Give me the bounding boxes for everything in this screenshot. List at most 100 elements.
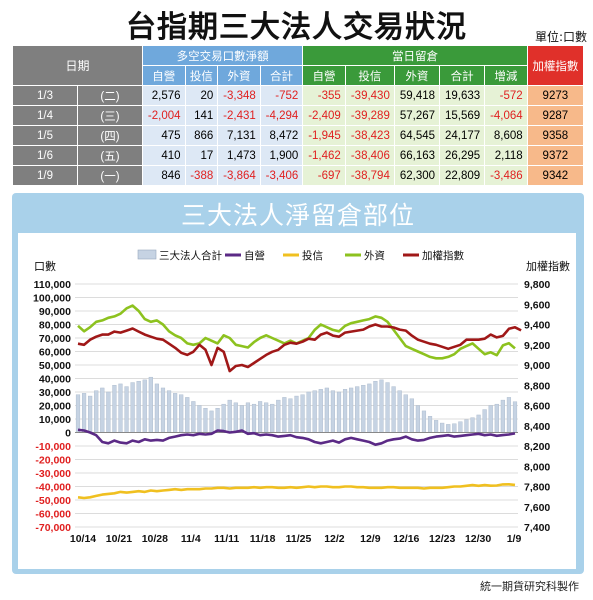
oi-cell: 22,809 (439, 165, 486, 186)
bar (391, 386, 396, 433)
bar (324, 387, 329, 433)
series-line-foreign (77, 304, 516, 360)
series-line-dealer (77, 428, 516, 446)
y2-tick-label: 7,400 (524, 522, 550, 534)
x-tick-label: 11/4 (181, 533, 201, 545)
bar (312, 390, 317, 433)
bar (500, 399, 505, 433)
futures-cell: -3,864 (217, 165, 261, 186)
row-weekday: (三) (77, 105, 143, 126)
x-tick-label: 10/14 (70, 533, 96, 545)
bar (209, 410, 214, 433)
bar (300, 394, 305, 433)
bar (288, 398, 293, 433)
y-tick-label: 70,000 (39, 333, 71, 345)
y2-tick-label: 8,800 (524, 380, 550, 392)
futures-cell: 410 (142, 145, 186, 166)
bar (482, 409, 487, 433)
bar (130, 382, 135, 433)
bar (379, 379, 384, 433)
bar (75, 394, 81, 433)
bar (81, 393, 87, 433)
bar (342, 389, 348, 433)
oi-cell: 64,545 (393, 125, 441, 146)
oi-col-header: 外資 (393, 65, 441, 86)
y2-tick-label: 9,000 (524, 360, 550, 372)
bar (233, 402, 238, 433)
oi-cell: 66,163 (393, 145, 441, 166)
futures-col-header: 投信 (184, 65, 219, 86)
row-weekday: (二) (77, 85, 143, 106)
oi-cell: 19,633 (439, 85, 486, 106)
table-subheader-row: 自營 投信 外資 合計 自營 投信 外資 合計 增減 (13, 65, 584, 86)
bar (112, 385, 117, 433)
chart-area: 110,000 100,000 90,000 80,000 70,000 60,000 50… (18, 233, 576, 569)
y2-tick-label: 9,400 (524, 320, 550, 332)
oi-cell: 8,608 (484, 125, 528, 146)
bar (427, 416, 433, 433)
bar (355, 386, 360, 433)
x-tick-label: 11/18 (250, 533, 276, 545)
index-cell: 9342 (526, 165, 585, 186)
bar (100, 387, 105, 433)
y-tick-label: -20,000 (35, 455, 71, 467)
y2-tick-label: 8,400 (524, 421, 550, 433)
oi-col-header: 合計 (439, 65, 486, 86)
bar (361, 385, 366, 433)
oi-cell: -4,064 (484, 105, 528, 126)
oi-cell: 15,569 (439, 105, 486, 126)
oi-col-header: 增減 (484, 65, 528, 86)
bar (94, 390, 99, 433)
y2-tick-label: 7,800 (524, 482, 550, 494)
oi-cell: 57,267 (393, 105, 441, 126)
oi-cell: -697 (302, 165, 346, 186)
oi-cell: -39,289 (344, 105, 395, 126)
unit-label: 單位:口數 (534, 30, 587, 44)
y2-tick-label: 7,600 (524, 502, 550, 514)
x-tick-label: 12/30 (465, 533, 491, 545)
table-row: 1/6 (五) 410 17 1,473 1,900 -1,462 -38,406 66,163… (12, 145, 585, 166)
x-tick-label: 10/21 (106, 533, 132, 545)
bar (239, 405, 244, 433)
table-body: 1/3 (二) 2,576 20 -3,348 -752 -355 -39,430 59,418… (12, 85, 585, 186)
bar (415, 405, 420, 433)
bar (294, 395, 299, 433)
bar (318, 389, 323, 433)
y-tick-label: 110,000 (34, 279, 72, 291)
oi-cell: 24,177 (439, 125, 486, 146)
legend-label: 三大法人合計 (159, 249, 222, 262)
legend-label: 自營 (244, 249, 265, 262)
futures-cell: 17 (184, 145, 219, 166)
bar (88, 395, 93, 433)
table-header-row: 日期 多空交易口數淨額 當日留倉 加權指數 (12, 45, 585, 86)
summary-table: 日期 多空交易口數淨額 當日留倉 加權指數 自營 投信 外資 合計 自營 投信 … (12, 45, 585, 186)
chart-title: 三大法人淨留倉部位 (180, 201, 415, 230)
bar (506, 397, 512, 433)
bar (440, 422, 445, 433)
oi-cell: -1,945 (302, 125, 346, 146)
y-tick-label: 20,000 (39, 401, 71, 413)
futures-col-header: 合計 (259, 65, 304, 86)
legend-label: 加權指數 (422, 249, 464, 262)
futures-cell: -4,294 (259, 105, 304, 126)
bar (154, 383, 159, 433)
y-tick-label: 90,000 (39, 306, 71, 318)
row-weekday: (一) (77, 165, 143, 186)
footer-credit: 統一期貨研究科製作 (480, 580, 579, 593)
oi-cell: -1,462 (302, 145, 346, 166)
y-tick-label: -50,000 (35, 495, 71, 507)
oi-cell: -3,486 (484, 165, 528, 186)
bar (258, 401, 263, 433)
oi-cell: -38,423 (344, 125, 395, 146)
index-cell: 9273 (526, 85, 585, 106)
bar (124, 386, 129, 433)
series-line-index (77, 323, 522, 373)
bar (349, 387, 354, 433)
row-weekday: (四) (77, 125, 143, 146)
oi-header: 當日留倉 (302, 45, 528, 66)
bar (403, 394, 408, 433)
oi-cell: 62,300 (393, 165, 441, 186)
oi-cell: -38,406 (344, 145, 395, 166)
futures-cell: -388 (184, 165, 219, 186)
futures-header: 多空交易口數淨額 (141, 45, 304, 66)
